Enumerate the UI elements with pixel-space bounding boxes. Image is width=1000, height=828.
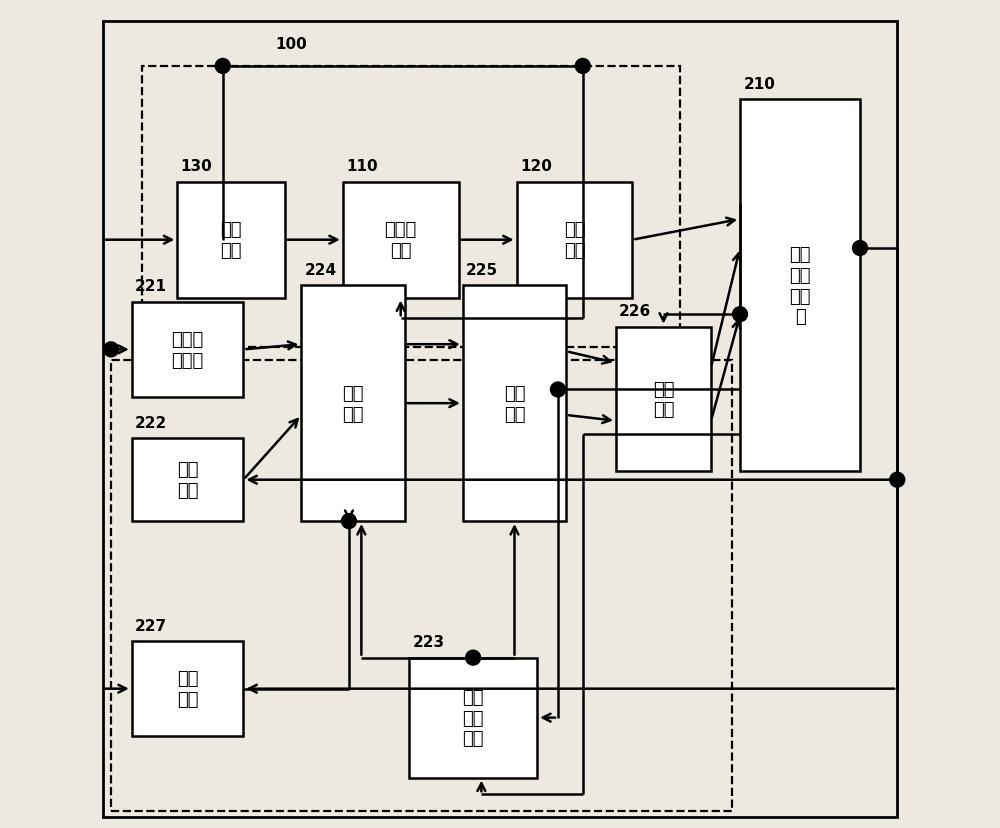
Text: 功率
控制: 功率 控制 (342, 384, 364, 423)
Bar (177, 182, 285, 298)
Text: 220: 220 (616, 333, 648, 348)
Circle shape (733, 307, 747, 322)
Bar (616, 327, 711, 472)
Bar (740, 100, 860, 472)
Bar (142, 67, 680, 348)
Text: 227: 227 (135, 618, 167, 633)
Text: 225: 225 (466, 262, 498, 277)
Bar (517, 182, 632, 298)
Circle shape (550, 383, 565, 397)
Circle shape (342, 514, 356, 529)
Text: 222: 222 (135, 416, 167, 431)
Text: 210: 210 (743, 77, 775, 92)
Circle shape (890, 473, 905, 488)
Bar (409, 658, 537, 777)
Text: 功率
测量: 功率 测量 (177, 460, 198, 499)
Text: 100: 100 (276, 37, 307, 52)
Bar (132, 642, 243, 736)
Bar (301, 286, 405, 522)
Text: 桨距
控制: 桨距 控制 (220, 221, 242, 260)
Bar (111, 360, 732, 811)
Text: 110: 110 (346, 159, 378, 174)
Text: 坐标
变换: 坐标 变换 (653, 380, 674, 419)
Text: 226: 226 (619, 304, 651, 319)
Text: 130: 130 (181, 159, 212, 174)
Bar (132, 439, 243, 522)
Circle shape (466, 651, 481, 665)
Circle shape (575, 60, 590, 75)
Text: 风力机
模型: 风力机 模型 (385, 221, 417, 260)
Text: 控制
保护: 控制 保护 (177, 670, 198, 708)
Circle shape (853, 241, 867, 256)
Text: 221: 221 (135, 279, 167, 294)
Text: 最大风
能追踪: 最大风 能追踪 (171, 330, 204, 369)
Text: 轴系
模型: 轴系 模型 (564, 221, 585, 260)
Bar (132, 302, 243, 397)
Text: 双馈
感应
发电
机: 双馈 感应 发电 机 (789, 246, 811, 326)
Text: 223: 223 (412, 634, 444, 650)
Bar (343, 182, 459, 298)
Bar (463, 286, 566, 522)
Text: 电压
电流
测量: 电压 电流 测量 (462, 688, 484, 748)
Text: 120: 120 (520, 159, 552, 174)
Text: 224: 224 (305, 262, 337, 277)
Circle shape (104, 343, 118, 358)
Circle shape (215, 60, 230, 75)
Text: 电流
控制: 电流 控制 (504, 384, 525, 423)
